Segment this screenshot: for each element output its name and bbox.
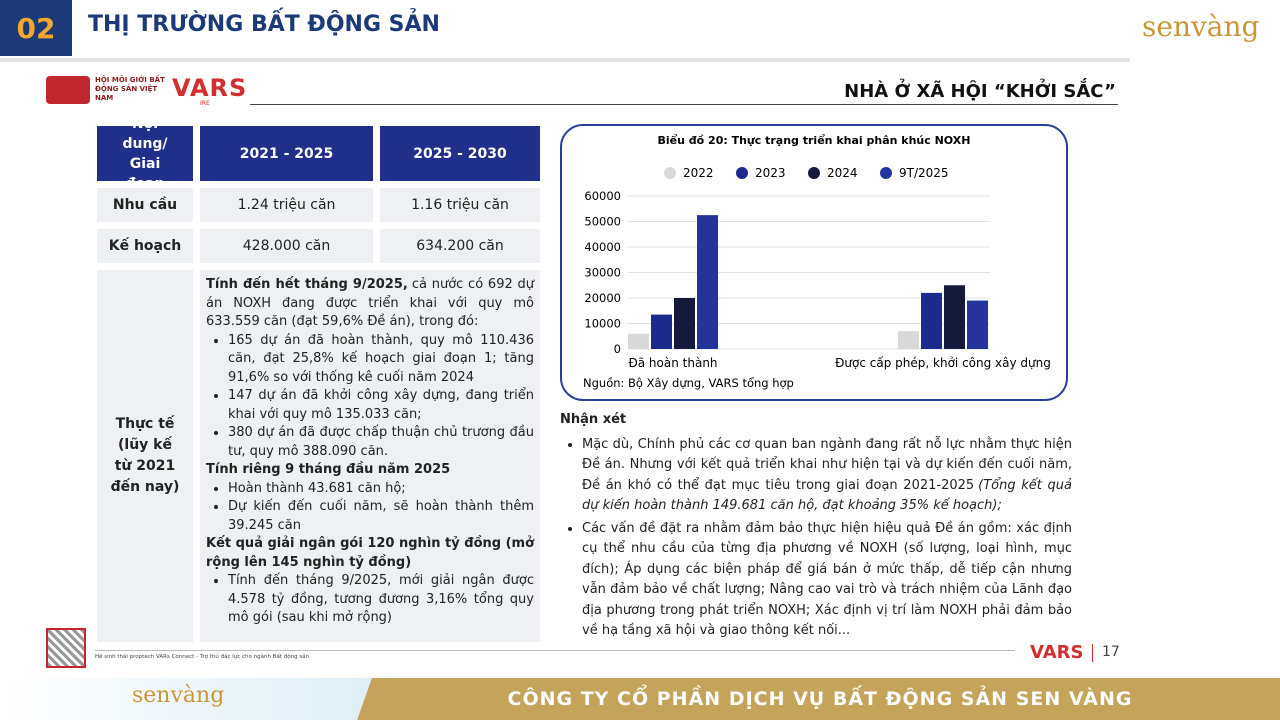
divider <box>0 58 1130 62</box>
section-text: cả nước có 692 dự án NOXH đang được triể… <box>206 277 534 329</box>
row-label: Thực tế (lũy kế từ 2021 đến nay) <box>97 270 193 642</box>
bullet: 165 dự án đã hoàn thành, quy mô 110.436 … <box>228 332 534 388</box>
footer-sep <box>1092 644 1093 662</box>
section-heading: Tính riêng 9 tháng đầu năm 2025 <box>206 462 451 477</box>
table-cell: 634.200 căn <box>380 229 540 263</box>
table-header: Nội dung/ Giai đoạn <box>97 116 193 192</box>
note-item: Các vấn đề đặt ra nhằm đảm bảo thực hiện… <box>582 519 1072 642</box>
page-number: 17 <box>1102 644 1120 660</box>
bar <box>628 333 649 349</box>
ire-logo: IRE <box>200 100 210 107</box>
notes: Nhận xét Mặc dù, Chính phủ các cơ quan b… <box>560 410 1072 644</box>
title-rule <box>250 104 1118 105</box>
y-tick-label: 30000 <box>584 266 621 280</box>
actual-content: Tính đến hết tháng 9/2025, cả nước có 692… <box>200 270 540 642</box>
bullet: Dự kiến đến cuối năm, sẽ hoàn thành thêm… <box>228 498 534 535</box>
note-italic: (Tổng kết quả dự kiến hoàn thành 149.681… <box>582 477 1073 514</box>
x-tick-label: Đã hoàn thành <box>628 356 717 370</box>
qr-code <box>46 628 86 668</box>
bullet-list: Hoàn thành 43.681 căn hộ;Dự kiến đến cuố… <box>206 480 534 536</box>
table-cell: 428.000 căn <box>200 229 373 263</box>
y-tick-label: 60000 <box>584 189 621 203</box>
legend-label: 2024 <box>827 166 858 180</box>
bullet: 147 dự án đã khởi công xây dựng, đang tr… <box>228 387 534 424</box>
legend-label: 2023 <box>755 166 786 180</box>
bar <box>944 285 965 349</box>
row-label: Nhu cầu <box>97 188 193 222</box>
bar <box>967 300 988 349</box>
section: Tính đến hết tháng 9/2025, cả nước có 692… <box>206 276 534 332</box>
table-header: 2021 - 2025 <box>200 126 373 181</box>
brand-logo: senvàng <box>1142 10 1260 43</box>
section-title: THỊ TRƯỜNG BẤT ĐỘNG SẢN <box>88 12 440 37</box>
bullet: Tính đến tháng 9/2025, mới giải ngân đượ… <box>228 572 534 628</box>
bullet: 380 dự án đã được chấp thuận chủ trương … <box>228 424 534 461</box>
y-tick-label: 10000 <box>584 317 621 331</box>
bullet-list: Tính đến tháng 9/2025, mới giải ngân đượ… <box>206 572 534 628</box>
legend-swatch <box>664 167 676 179</box>
bar <box>898 331 919 349</box>
bar <box>651 314 672 349</box>
table-cell: 1.16 triệu căn <box>380 188 540 222</box>
company-name: CÔNG TY CỔ PHẦN DỊCH VỤ BẤT ĐỘNG SẢN SEN… <box>507 688 1133 710</box>
section-number: 02 <box>0 0 72 56</box>
footer-tagline: Hệ sinh thái proptech VARs Connect - Trợ… <box>95 654 310 660</box>
row-label: Kế hoạch <box>97 229 193 263</box>
notes-title: Nhận xét <box>560 412 627 427</box>
y-tick-label: 0 <box>614 342 621 356</box>
table-header: 2025 - 2030 <box>380 126 540 181</box>
legend-label: 9T/2025 <box>899 166 949 180</box>
section-heading: Tính đến hết tháng 9/2025, <box>206 277 408 292</box>
section: Tính riêng 9 tháng đầu năm 2025 <box>206 461 534 480</box>
footer-logo: senvàng <box>132 683 225 708</box>
y-tick-label: 40000 <box>584 240 621 254</box>
chart-title: Biểu đồ 20: Thực trạng triển khai phân k… <box>658 134 971 147</box>
association-name: HỘI MÔI GIỚI BẤT ĐỘNG SẢN VIỆT NAM <box>95 76 165 102</box>
footer-rule <box>95 650 1015 651</box>
legend-label: 2022 <box>683 166 714 180</box>
x-tick-label: Được cấp phép, khởi công xây dựng <box>835 356 1051 370</box>
slide-title: NHÀ Ở XÃ HỘI “KHỞI SẮC” <box>844 81 1116 102</box>
section-heading: Kết quả giải ngân gói 120 nghìn tỷ đồng … <box>206 536 535 570</box>
bullet: Hoàn thành 43.681 căn hộ; <box>228 480 534 499</box>
vars-logo: VARS <box>172 74 248 102</box>
footer-logo-area <box>0 678 372 720</box>
chart-source: Nguồn: Bộ Xây dựng, VARS tổng hợp <box>583 376 794 390</box>
footer-vars: VARS <box>1030 642 1084 663</box>
bar <box>921 292 942 349</box>
note-text: Các vấn đề đặt ra nhằm đảm bảo thực hiện… <box>582 520 1072 639</box>
bar <box>674 298 695 349</box>
note-item: Mặc dù, Chính phủ các cơ quan ban ngành … <box>582 435 1072 517</box>
y-tick-label: 20000 <box>584 291 621 305</box>
bar <box>697 215 718 349</box>
table-cell: 1.24 triệu căn <box>200 188 373 222</box>
note-text: Mặc dù, Chính phủ các cơ quan ban ngành … <box>582 436 1072 493</box>
notes-list: Mặc dù, Chính phủ các cơ quan ban ngành … <box>560 435 1072 642</box>
legend-swatch <box>880 167 892 179</box>
association-icon <box>46 76 90 104</box>
section: Kết quả giải ngân gói 120 nghìn tỷ đồng … <box>206 535 534 572</box>
bullet-list: 165 dự án đã hoàn thành, quy mô 110.436 … <box>206 332 534 462</box>
y-tick-label: 50000 <box>584 215 621 229</box>
legend-swatch <box>736 167 748 179</box>
legend-swatch <box>808 167 820 179</box>
